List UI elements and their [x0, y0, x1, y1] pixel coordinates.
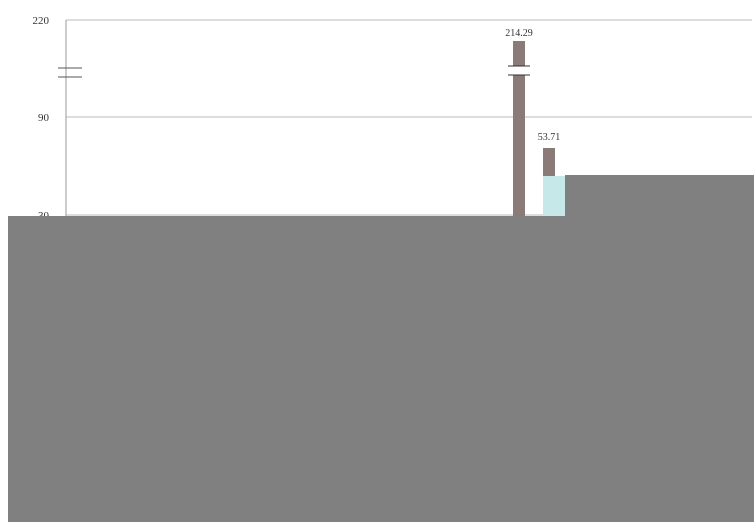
data-label-53-71: 53.71 — [538, 132, 561, 143]
y-tick-label-220: 220 — [33, 15, 50, 27]
bar-214-29-break-gap — [510, 66, 528, 75]
data-label-214-29: 214.29 — [505, 28, 533, 39]
y-tick-label-90: 90 — [38, 112, 50, 124]
occluded-region-right — [565, 175, 754, 217]
occluded-region-lower — [8, 216, 754, 522]
